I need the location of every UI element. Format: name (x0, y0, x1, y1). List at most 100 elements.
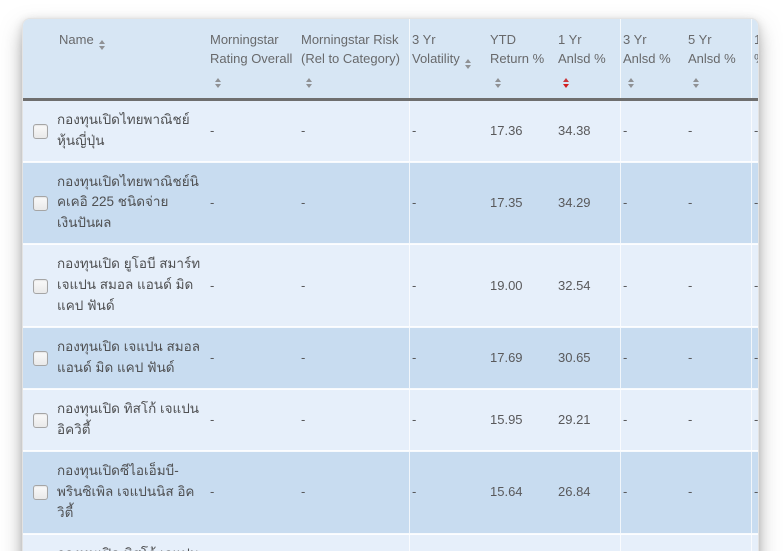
cell-anlsd10yr: - (751, 533, 758, 551)
column-header-vol3yr[interactable]: 3 Yr Volatility (409, 19, 488, 101)
column-header-name[interactable]: Name (57, 19, 208, 101)
cell-vol3yr: - (409, 99, 488, 163)
column-header-label: 10 Yr Anlsd % (754, 32, 758, 66)
cell-rating: - (208, 99, 299, 163)
cell-risk: - (299, 327, 410, 390)
column-header-ytd[interactable]: YTD Return % (488, 19, 556, 101)
cell-anlsd5yr: - (686, 244, 752, 329)
table-row: กองทุนเปิด ยูโอบี สมาร์ท เจแปน สมอล แอนด… (23, 244, 758, 329)
cell-anlsd10yr: - (751, 327, 758, 390)
cell-ytd: 17.36 (488, 99, 556, 163)
row-checkbox[interactable] (32, 123, 48, 139)
table-header: Name Morningstar Rating Overall Morningsta… (23, 19, 758, 101)
row-checkbox[interactable] (32, 412, 48, 428)
cell-rating: - (208, 533, 299, 551)
fund-screener-table: Name Morningstar Rating Overall Morningsta… (23, 19, 758, 551)
column-header-anlsd5yr[interactable]: 5 Yr Anlsd % (686, 19, 752, 101)
cell-anlsd3yr: - (620, 450, 686, 535)
row-checkbox-cell (23, 450, 57, 535)
sort-icon[interactable] (306, 77, 312, 88)
row-checkbox[interactable] (32, 350, 48, 366)
cell-name: กองทุนเปิด เจแปน สมอล แอนด์ มิด แคป ฟันด… (57, 327, 208, 390)
sort-icon[interactable] (628, 77, 634, 88)
cell-name: กองทุนเปิด ยูโอบี สมาร์ท เจแปน สมอล แอนด… (57, 244, 208, 329)
cell-ytd: 17.35 (488, 161, 556, 246)
column-header-anlsd3yr[interactable]: 3 Yr Anlsd % (620, 19, 686, 101)
cell-anlsd3yr: - (620, 244, 686, 329)
cell-anlsd1yr: 29.21 (556, 388, 621, 452)
column-header-label: 5 Yr Anlsd % (688, 32, 736, 66)
cell-name: กองทุนเปิด ทิสโก้ เจแปน อิควิตี้ (57, 388, 208, 452)
cell-anlsd5yr: - (686, 99, 752, 163)
column-header-label: 1 Yr Anlsd % (558, 32, 606, 66)
cell-risk: - (299, 388, 410, 452)
column-header-label: Morningstar Rating Overall (210, 32, 293, 66)
cell-anlsd10yr: - (751, 388, 758, 452)
sort-icon[interactable] (215, 77, 221, 88)
cell-anlsd3yr: - (620, 533, 686, 551)
cell-anlsd5yr: - (686, 450, 752, 535)
cell-name: กองทุนเปิด ทิสโก้ เจแปน อิควิตี้ เพื่อกา… (57, 533, 208, 551)
cell-rating: - (208, 388, 299, 452)
cell-anlsd3yr: - (620, 327, 686, 390)
sort-icon[interactable] (98, 40, 105, 50)
table-body: กองทุนเปิดไทยพาณิชย์หุ้นญี่ปุ่น - - -17.36 3… (23, 99, 758, 551)
cell-ytd: 15.64 (488, 450, 556, 535)
sort-icon[interactable] (495, 77, 501, 88)
cell-anlsd3yr: - (620, 161, 686, 246)
cell-vol3yr: - (409, 161, 488, 246)
cell-anlsd5yr: - (686, 161, 752, 246)
cell-risk: - (299, 161, 410, 246)
column-header-label: 3 Yr Anlsd % (623, 32, 671, 66)
sort-icon-active[interactable] (563, 77, 569, 88)
column-header-rating[interactable]: Morningstar Rating Overall (208, 19, 299, 101)
cell-rating: - (208, 450, 299, 535)
cell-risk: - (299, 450, 410, 535)
row-checkbox-cell (23, 99, 57, 163)
cell-ytd: 19.00 (488, 244, 556, 329)
column-header-risk[interactable]: Morningstar Risk (Rel to Category) (299, 19, 410, 101)
table-row: กองทุนเปิดซีไอเอ็มบี-พรินซิเพิล เจแปนนิส… (23, 450, 758, 535)
row-checkbox-cell (23, 327, 57, 390)
table-row: กองทุนเปิดไทยพาณิชย์นิคเคอิ 225 ชนิดจ่าย… (23, 161, 758, 246)
cell-vol3yr: - (409, 450, 488, 535)
cell-rating: - (208, 244, 299, 329)
sort-icon[interactable] (693, 77, 699, 88)
cell-anlsd10yr: - (751, 244, 758, 329)
cell-risk: - (299, 244, 410, 329)
table-header-row: Name Morningstar Rating Overall Morningsta… (23, 19, 758, 101)
cell-ytd: 17.69 (488, 327, 556, 390)
cell-vol3yr: - (409, 388, 488, 452)
column-header-label: Morningstar Risk (Rel to Category) (301, 32, 400, 66)
cell-anlsd10yr: - (751, 450, 758, 535)
row-checkbox[interactable] (32, 278, 48, 294)
cell-anlsd3yr: - (620, 99, 686, 163)
cell-risk: - (299, 533, 410, 551)
cell-anlsd1yr: 26.73 (556, 533, 621, 551)
cell-anlsd5yr: - (686, 327, 752, 390)
cell-rating: - (208, 161, 299, 246)
row-checkbox-cell (23, 161, 57, 246)
cell-anlsd3yr: - (620, 388, 686, 452)
column-header-anlsd1yr[interactable]: 1 Yr Anlsd % (556, 19, 621, 101)
table-row: กองทุนเปิด เจแปน สมอล แอนด์ มิด แคป ฟันด… (23, 327, 758, 390)
column-header-label: YTD Return % (490, 32, 545, 66)
cell-anlsd10yr: - (751, 99, 758, 163)
cell-vol3yr: - (409, 533, 488, 551)
table-row: กองทุนเปิด ทิสโก้ เจแปน อิควิตี้ - - -15.95… (23, 388, 758, 452)
cell-risk: - (299, 99, 410, 163)
cell-anlsd5yr: - (686, 388, 752, 452)
cell-anlsd1yr: 34.38 (556, 99, 621, 163)
cell-anlsd10yr: - (751, 161, 758, 246)
sort-icon[interactable] (464, 58, 471, 69)
row-checkbox[interactable] (32, 485, 48, 501)
cell-ytd: 15.95 (488, 388, 556, 452)
cell-vol3yr: - (409, 244, 488, 329)
column-header-anlsd10yr[interactable]: 10 Yr Anlsd % (751, 19, 758, 101)
cell-rating: - (208, 327, 299, 390)
cell-anlsd1yr: 32.54 (556, 244, 621, 329)
cell-anlsd1yr: 26.84 (556, 450, 621, 535)
cell-anlsd1yr: 30.65 (556, 327, 621, 390)
row-checkbox[interactable] (32, 195, 48, 211)
